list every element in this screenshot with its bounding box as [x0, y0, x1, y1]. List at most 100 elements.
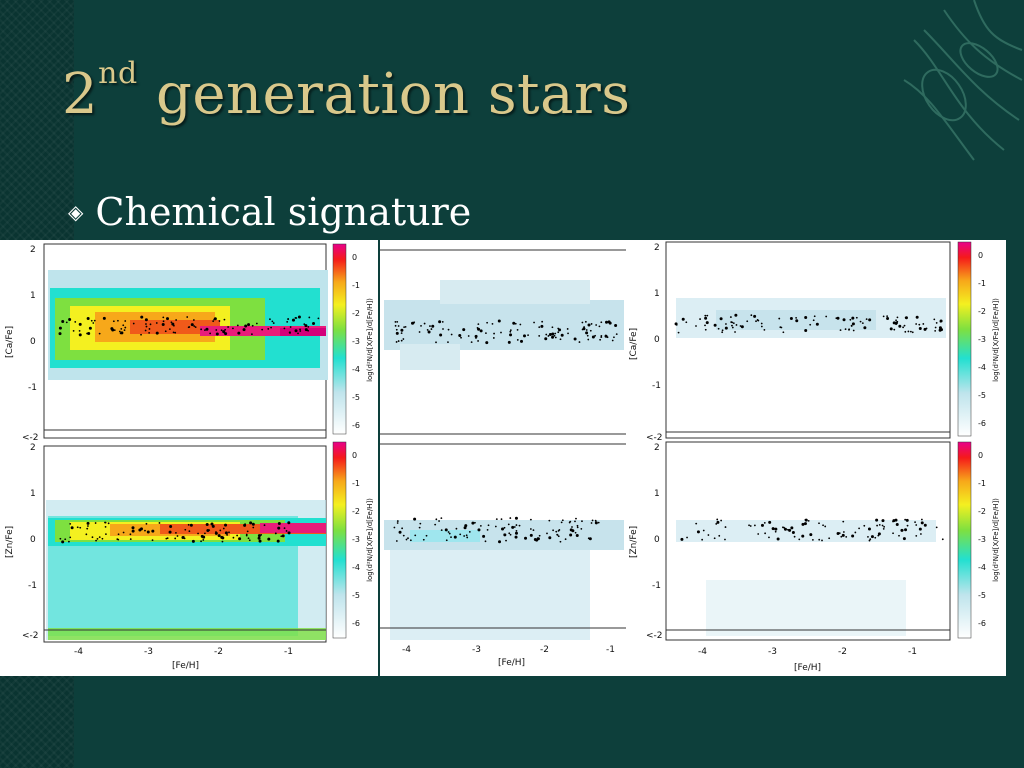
scatter-point: [869, 538, 872, 541]
scatter-point: [209, 332, 212, 335]
scatter-point: [291, 318, 295, 322]
scatter-point: [763, 328, 766, 331]
tick-label: -5: [352, 393, 360, 402]
scatter-point: [297, 315, 301, 319]
scatter-point: [168, 530, 172, 534]
scatter-point: [557, 535, 560, 538]
scatter-point: [527, 334, 529, 337]
scatter-point: [68, 317, 72, 321]
scatter-point: [582, 327, 586, 331]
scatter-point: [251, 333, 253, 336]
colorbar-label: log(d²N/d[X/Fe]/d[Fe/H]): [992, 498, 1000, 582]
scatter-point: [513, 526, 516, 528]
scatter-point: [567, 332, 569, 335]
scatter-point: [699, 318, 701, 320]
scatter-point: [72, 329, 75, 332]
scatter-point: [852, 329, 855, 332]
scatter-point: [867, 527, 871, 531]
tick-label: 0: [978, 451, 983, 460]
scatter-point: [145, 325, 148, 328]
scatter-point: [757, 319, 760, 322]
scatter-point: [218, 320, 221, 322]
scatter-point: [809, 323, 812, 326]
scatter-point: [757, 533, 760, 535]
scatter-point: [594, 519, 597, 522]
scatter-point: [435, 341, 437, 344]
scatter-point: [696, 530, 700, 534]
scatter-point: [258, 539, 262, 543]
scatter-point: [140, 333, 142, 336]
scatter-point: [941, 538, 944, 541]
scatter-point: [419, 522, 422, 525]
scatter-point: [587, 323, 591, 327]
scatter-point: [249, 521, 253, 525]
scatter-point: [863, 524, 866, 527]
scatter-point: [580, 527, 583, 530]
tick-label: -4: [978, 363, 986, 372]
scatter-point: [889, 327, 893, 331]
scatter-point: [600, 336, 603, 339]
heatmap-middle-top: [384, 280, 624, 370]
scatter-point: [285, 530, 288, 532]
scatter-point: [511, 525, 515, 529]
scatter-points: [393, 319, 618, 544]
scatter-point: [735, 324, 738, 326]
scatter-point: [445, 539, 448, 542]
scatter-point: [192, 319, 195, 321]
scatter-point: [455, 527, 458, 530]
scatter-point: [146, 530, 150, 534]
scatter-point: [78, 333, 82, 337]
scatter-point: [892, 321, 896, 325]
scatter-point: [724, 526, 727, 528]
scatter-point: [238, 537, 242, 541]
scatter-point: [176, 535, 179, 537]
scatter-point: [495, 518, 498, 521]
scatter-point: [855, 316, 858, 319]
tick-label: -4: [352, 563, 360, 572]
scatter-point: [287, 521, 291, 525]
scatter-point: [243, 523, 247, 527]
scatter-point: [223, 318, 226, 321]
scatter-point: [440, 517, 443, 520]
scatter-point: [245, 534, 248, 537]
scatter-points: [58, 315, 320, 544]
scatter-point: [248, 539, 251, 542]
scatter-point: [224, 531, 228, 535]
scatter-point: [467, 335, 470, 337]
tick-label: -1: [606, 645, 615, 655]
scatter-point: [755, 320, 757, 323]
scatter-point: [138, 528, 142, 532]
tick-label: 2: [30, 443, 36, 453]
scatter-point: [809, 533, 813, 537]
scatter-point: [509, 517, 512, 519]
scatter-point: [721, 329, 724, 332]
scatter-point: [439, 333, 443, 337]
title-main: 2: [62, 62, 99, 127]
scatter-point: [768, 520, 772, 524]
scatter-point: [217, 534, 221, 538]
scatter-point: [396, 522, 399, 524]
scatter-point: [514, 535, 518, 539]
scatter-point: [713, 323, 717, 327]
scatter-point: [721, 331, 724, 334]
scatter-point: [788, 528, 792, 532]
scatter-point: [882, 528, 885, 530]
chart-panel-right: 2 1 0 -1 <-2 2 1 0 -1 <-2 -4 -3 -2 -1 [F…: [626, 240, 1006, 676]
scatter-point: [851, 322, 855, 326]
scatter-point: [271, 320, 274, 323]
scatter-point: [172, 331, 175, 334]
scatter-point: [479, 524, 482, 527]
scatter-point: [485, 341, 489, 345]
scatter-point: [251, 522, 255, 526]
scatter-point: [69, 522, 72, 525]
scatter-point: [724, 326, 728, 330]
scatter-point: [493, 332, 495, 335]
scatter-point: [98, 332, 101, 335]
scatter-point: [485, 332, 487, 335]
scatter-point: [771, 527, 775, 531]
tick-label: 0: [30, 337, 36, 347]
scatter-point: [401, 527, 404, 530]
tick-label: 0: [352, 451, 357, 460]
scatter-point: [148, 331, 151, 334]
scatter-point: [811, 538, 814, 541]
